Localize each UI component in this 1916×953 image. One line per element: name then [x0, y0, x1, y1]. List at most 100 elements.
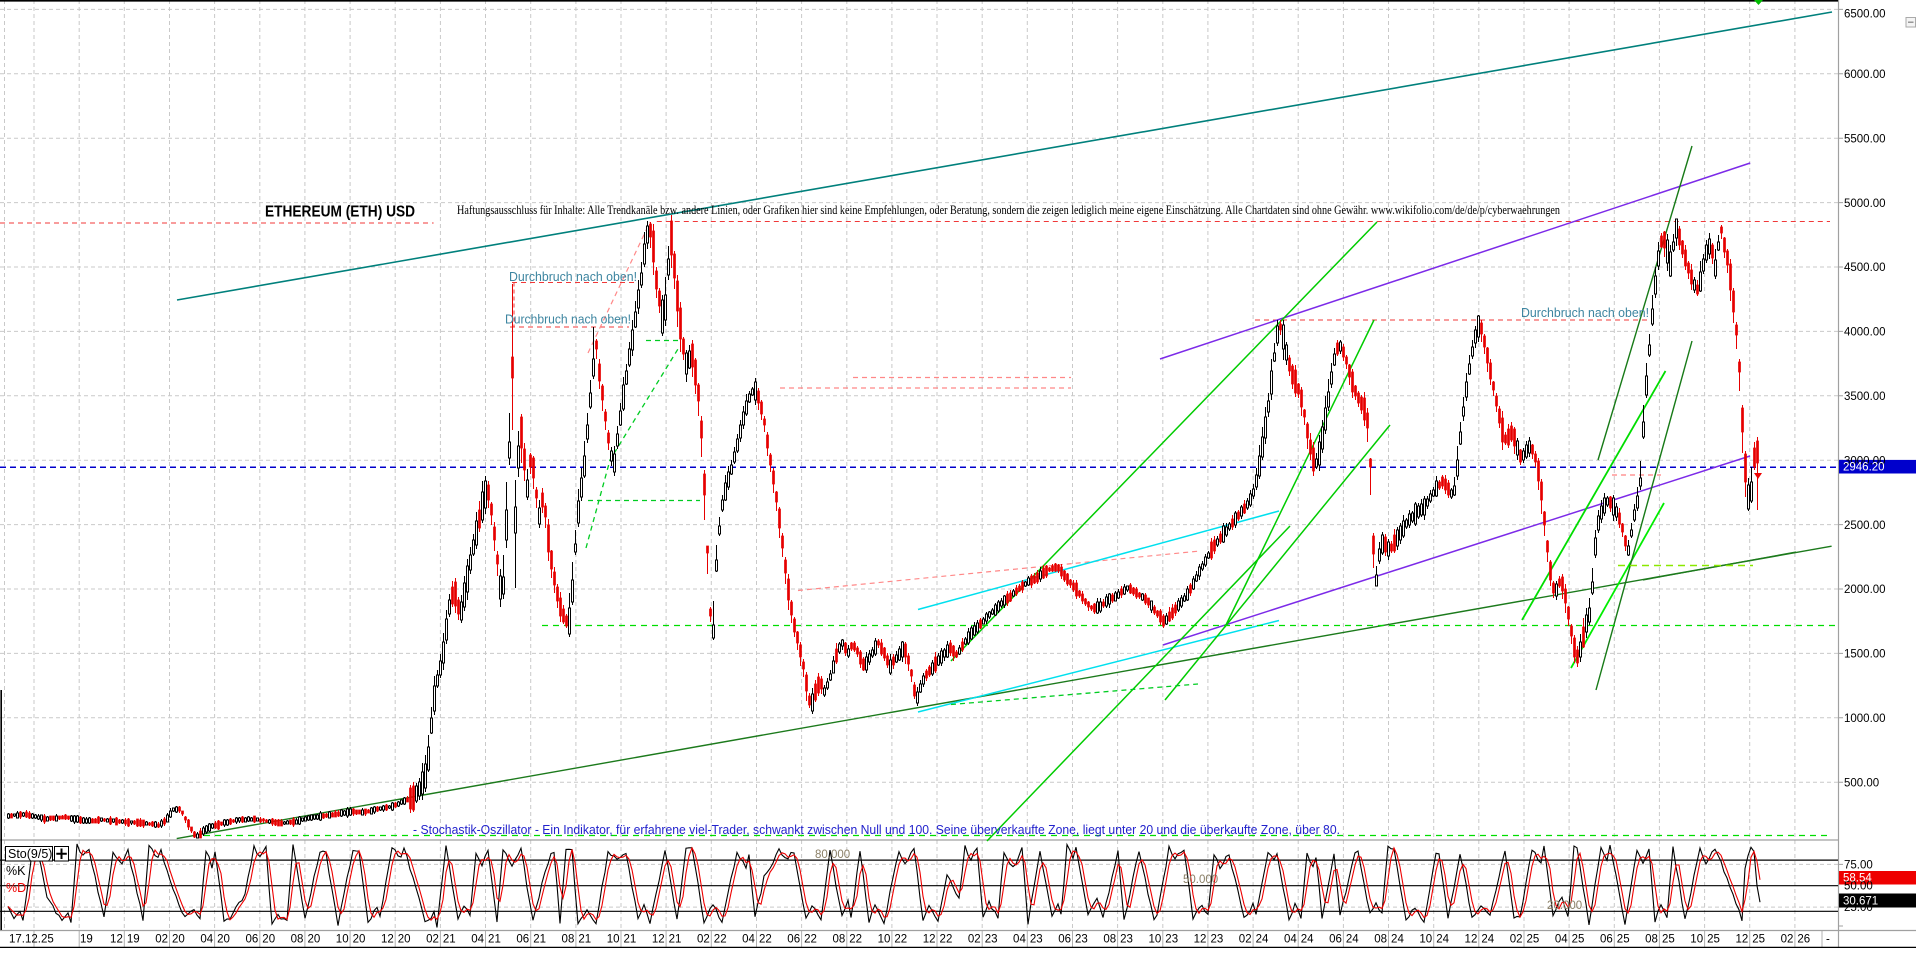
svg-text:06: 06 — [516, 934, 529, 946]
svg-text:12: 12 — [381, 934, 394, 946]
svg-text:-: - — [1826, 934, 1830, 946]
svg-text:24: 24 — [1301, 934, 1314, 946]
svg-text:02: 02 — [697, 934, 710, 946]
svg-text:19: 19 — [80, 934, 93, 946]
svg-text:23: 23 — [1030, 934, 1043, 946]
svg-text:2500.00: 2500.00 — [1844, 520, 1886, 532]
svg-text:24: 24 — [1391, 934, 1404, 946]
svg-text:- Stochastik-Oszillator - Ein: - Stochastik-Oszillator - Ein Indikator,… — [413, 822, 1340, 837]
svg-text:20: 20 — [307, 934, 320, 946]
svg-text:Sto(9/5): Sto(9/5) — [8, 847, 52, 861]
svg-text:12: 12 — [923, 934, 936, 946]
svg-text:4500.00: 4500.00 — [1844, 262, 1886, 274]
svg-text:75.00: 75.00 — [1844, 859, 1873, 871]
svg-text:10: 10 — [1690, 934, 1703, 946]
svg-text:25: 25 — [1572, 934, 1585, 946]
svg-text:08: 08 — [1103, 934, 1116, 946]
svg-text:20: 20 — [262, 934, 275, 946]
svg-text:06: 06 — [1600, 934, 1613, 946]
svg-text:22: 22 — [804, 934, 817, 946]
svg-text:12: 12 — [1735, 934, 1748, 946]
svg-text:6000.00: 6000.00 — [1844, 69, 1886, 81]
svg-text:Haftungsausschluss für Inhalte: Haftungsausschluss für Inhalte: Alle Tre… — [457, 203, 1561, 217]
svg-text:1000.00: 1000.00 — [1844, 713, 1886, 725]
svg-text:12: 12 — [110, 934, 123, 946]
svg-text:23: 23 — [1120, 934, 1133, 946]
svg-text:12: 12 — [1194, 934, 1207, 946]
svg-text:04: 04 — [471, 934, 484, 946]
svg-text:50.000: 50.000 — [1183, 874, 1218, 886]
svg-text:21: 21 — [624, 934, 637, 946]
svg-text:10: 10 — [1419, 934, 1432, 946]
svg-text:22: 22 — [894, 934, 907, 946]
svg-text:06: 06 — [787, 934, 800, 946]
svg-text:20: 20 — [217, 934, 230, 946]
svg-text:06: 06 — [1058, 934, 1071, 946]
svg-text:25.00: 25.00 — [1844, 902, 1873, 914]
svg-text:25: 25 — [1662, 934, 1675, 946]
svg-text:23: 23 — [985, 934, 998, 946]
svg-text:25: 25 — [1752, 934, 1765, 946]
svg-text:04: 04 — [742, 934, 755, 946]
svg-text:10: 10 — [1149, 934, 1162, 946]
svg-text:30.671: 30.671 — [1843, 896, 1878, 908]
svg-text:21: 21 — [488, 934, 501, 946]
svg-text:24: 24 — [1436, 934, 1449, 946]
svg-text:5500.00: 5500.00 — [1844, 133, 1886, 145]
svg-text:20.000: 20.000 — [1547, 900, 1582, 912]
svg-text:25: 25 — [1707, 934, 1720, 946]
svg-text:3000.00: 3000.00 — [1844, 455, 1886, 467]
svg-text:Durchbruch nach oben!: Durchbruch nach oben! — [1521, 305, 1649, 320]
svg-text:22: 22 — [940, 934, 953, 946]
svg-text:02: 02 — [426, 934, 439, 946]
svg-text:3500.00: 3500.00 — [1844, 391, 1886, 403]
svg-text:23: 23 — [1210, 934, 1223, 946]
svg-text:24: 24 — [1481, 934, 1494, 946]
svg-text:21: 21 — [533, 934, 546, 946]
svg-text:21: 21 — [669, 934, 682, 946]
svg-text:02: 02 — [1510, 934, 1523, 946]
svg-text:02: 02 — [968, 934, 981, 946]
svg-text:24: 24 — [1256, 934, 1269, 946]
svg-text:10: 10 — [607, 934, 620, 946]
svg-text:04: 04 — [1555, 934, 1568, 946]
svg-text:22: 22 — [849, 934, 862, 946]
svg-text:17.12.25: 17.12.25 — [9, 934, 54, 946]
svg-text:ETHEREUM (ETH) USD: ETHEREUM (ETH) USD — [265, 204, 415, 221]
svg-text:26: 26 — [1797, 934, 1810, 946]
svg-text:%D: %D — [6, 881, 26, 895]
svg-text:10: 10 — [878, 934, 891, 946]
svg-text:21: 21 — [578, 934, 591, 946]
svg-text:%K: %K — [6, 864, 26, 878]
svg-text:58.54: 58.54 — [1843, 873, 1872, 885]
svg-text:08: 08 — [1374, 934, 1387, 946]
svg-text:2000.00: 2000.00 — [1844, 584, 1886, 596]
svg-text:4000.00: 4000.00 — [1844, 327, 1886, 339]
svg-text:24: 24 — [1346, 934, 1359, 946]
svg-text:02: 02 — [1781, 934, 1794, 946]
svg-text:5000.00: 5000.00 — [1844, 198, 1886, 210]
svg-text:04: 04 — [200, 934, 213, 946]
svg-text:02: 02 — [1239, 934, 1252, 946]
svg-text:04: 04 — [1284, 934, 1297, 946]
svg-text:20: 20 — [398, 934, 411, 946]
svg-text:20: 20 — [172, 934, 185, 946]
svg-text:Durchbruch nach oben!: Durchbruch nach oben! — [505, 312, 631, 327]
svg-text:19: 19 — [127, 934, 140, 946]
svg-text:08: 08 — [291, 934, 304, 946]
svg-text:1500.00: 1500.00 — [1844, 649, 1886, 661]
svg-text:2946.20: 2946.20 — [1843, 462, 1885, 474]
svg-text:50.00: 50.00 — [1844, 881, 1873, 893]
svg-text:22: 22 — [714, 934, 727, 946]
svg-text:25: 25 — [1527, 934, 1540, 946]
svg-text:08: 08 — [1645, 934, 1658, 946]
svg-text:80.000: 80.000 — [815, 849, 850, 861]
svg-text:500.00: 500.00 — [1844, 777, 1879, 789]
svg-text:6500.00: 6500.00 — [1844, 9, 1886, 21]
svg-text:08: 08 — [562, 934, 575, 946]
svg-text:02: 02 — [155, 934, 168, 946]
svg-text:08: 08 — [832, 934, 845, 946]
svg-text:06: 06 — [246, 934, 259, 946]
svg-text:04: 04 — [1013, 934, 1026, 946]
svg-text:23: 23 — [1165, 934, 1178, 946]
